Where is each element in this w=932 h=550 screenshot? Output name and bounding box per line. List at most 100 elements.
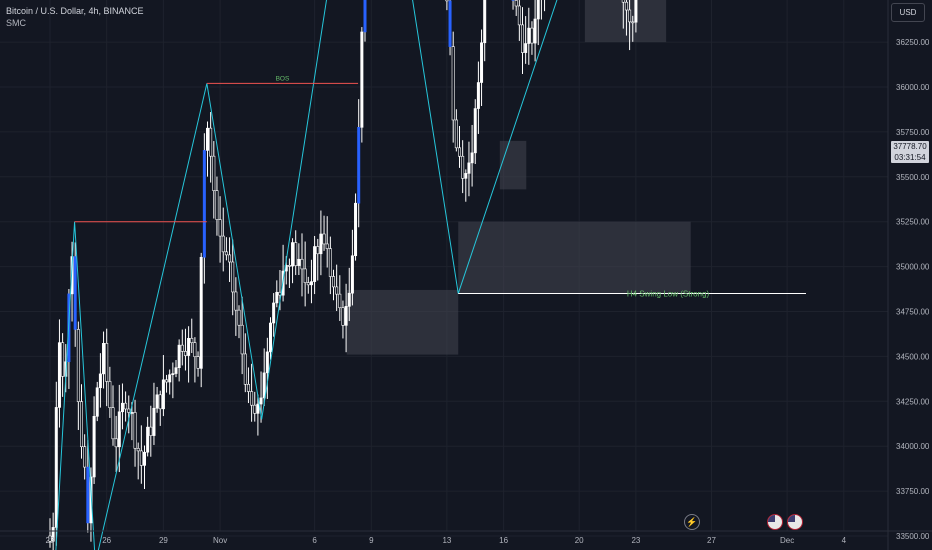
us-flag-icon[interactable] [787, 514, 803, 530]
candle-body [73, 256, 77, 330]
candle-body [354, 202, 358, 257]
candle-body [634, 0, 638, 23]
order-block [458, 221, 691, 294]
candle-body [105, 343, 109, 382]
candle-body [297, 258, 301, 266]
candle-body [209, 127, 213, 157]
candle-body [461, 155, 465, 179]
candle-body [470, 152, 474, 164]
time-tick-label: Dec [780, 536, 794, 545]
candle-body [136, 448, 140, 452]
candle-body [467, 162, 471, 174]
candle-body [448, 0, 452, 47]
candle-body [196, 356, 200, 369]
candle-body [325, 243, 329, 249]
candle-body [193, 342, 197, 357]
candle-body [275, 291, 279, 304]
time-tick-label: 13 [442, 536, 451, 545]
time-tick-label: 23 [631, 536, 640, 545]
candle-body [536, 0, 540, 20]
price-axis[interactable]: 39000.0038750.0038500.0038250.0038000.00… [887, 0, 930, 550]
candle-body [228, 254, 232, 263]
candle-body [517, 5, 521, 26]
price-tick-label: 36500.00 [896, 0, 930, 2]
candle-body [464, 173, 468, 179]
candle-body [165, 379, 169, 383]
candle-body [174, 367, 178, 374]
candle-body [483, 0, 487, 44]
candle-body [533, 18, 537, 44]
candle-body [357, 127, 361, 204]
candle-body [631, 21, 635, 24]
candle-body [240, 324, 244, 355]
candle-body [152, 407, 156, 436]
grid [0, 0, 888, 537]
time-tick-label: 27 [707, 536, 716, 545]
flash-icon[interactable]: ⚡ [684, 514, 700, 530]
candle-body [215, 190, 219, 220]
candle-body [335, 286, 339, 295]
candle-body [158, 394, 162, 410]
candle-body [57, 342, 61, 408]
candle-body [256, 403, 260, 414]
indicator-label[interactable]: SMC [6, 18, 26, 28]
zigzag [55, 0, 558, 550]
price-tick-label: 35250.00 [896, 218, 930, 227]
bos-label: BOS [276, 75, 290, 82]
candle-body [344, 306, 348, 326]
candle-body [95, 387, 99, 417]
candle-body [168, 374, 172, 383]
us-flag-icon[interactable] [767, 514, 783, 530]
candle-body [250, 391, 254, 406]
price-tick-label: 36000.00 [896, 83, 930, 92]
candle-body [206, 127, 210, 151]
candle-body [83, 446, 87, 468]
candle-body [61, 342, 65, 377]
time-axis[interactable]: 23 26 29 Nov 6 9 13 16 20 23 27 Dec 4 [0, 530, 932, 545]
price-tick-label: 35750.00 [896, 128, 930, 137]
candle-body [76, 329, 80, 402]
candle-body [54, 407, 58, 528]
candle-body [476, 82, 480, 109]
candle-body [117, 411, 121, 448]
candle-body [187, 338, 191, 356]
candle-body [111, 407, 115, 440]
last-price-value: 37778.70 [893, 142, 927, 151]
candle-body [114, 438, 118, 448]
bar-countdown: 03:31:54 [894, 153, 926, 162]
candle-body [319, 233, 323, 255]
candle-body [89, 476, 93, 524]
time-tick-label: 29 [159, 536, 168, 545]
time-tick-label: Nov [213, 536, 227, 545]
candle-body [243, 353, 247, 385]
candle-body [98, 373, 102, 389]
price-tick-label: 36250.00 [896, 38, 930, 47]
price-tick-label: 33750.00 [896, 487, 930, 496]
candle-body [294, 242, 298, 266]
candle-body [234, 291, 238, 311]
swing-low-label: H4 Swing Low (Strong) [627, 290, 710, 299]
price-tick-label: 33500.00 [896, 532, 930, 541]
candle-body [309, 281, 313, 286]
candle-body [80, 401, 84, 448]
candle-body [360, 31, 364, 128]
candle-body [133, 412, 137, 449]
candle-body [265, 351, 269, 374]
candle-body [350, 255, 354, 294]
candle-body [451, 46, 455, 121]
candle-body [621, 0, 625, 3]
time-tick-label: 6 [312, 536, 317, 545]
price-tick-label: 35500.00 [896, 173, 930, 182]
time-tick-label: 16 [499, 536, 508, 545]
currency-button[interactable]: USD [891, 3, 925, 22]
candle-body [218, 219, 222, 237]
symbol-title[interactable]: Bitcoin / U.S. Dollar, 4h, BINANCE [6, 6, 144, 16]
candle-body [524, 43, 528, 53]
structure-lines: BOSBOSCHoCHCHoCHH4 Swing Low (Strong) [74, 75, 806, 299]
candle-body [70, 256, 74, 295]
candle-body [527, 27, 531, 44]
candle-body [480, 42, 484, 83]
candle-body [212, 155, 216, 191]
